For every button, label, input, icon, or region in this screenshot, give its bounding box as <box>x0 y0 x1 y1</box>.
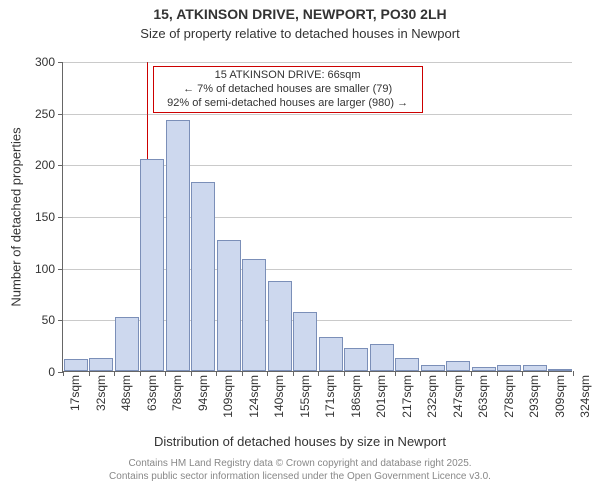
histogram-bar <box>523 365 547 371</box>
x-tick-mark <box>420 371 421 376</box>
chart-subtitle: Size of property relative to detached ho… <box>0 26 600 41</box>
x-tick-mark <box>191 371 192 376</box>
x-tick-mark <box>446 371 447 376</box>
x-tick-label: 94sqm <box>196 375 210 430</box>
y-tick-label: 250 <box>35 107 63 121</box>
x-tick-label: 186sqm <box>349 375 363 430</box>
y-tick-label: 0 <box>48 365 63 379</box>
chart-title: 15, ATKINSON DRIVE, NEWPORT, PO30 2LH <box>0 6 600 22</box>
histogram-bar <box>472 367 496 371</box>
x-tick-label: 309sqm <box>553 375 567 430</box>
histogram-bar <box>64 359 88 371</box>
x-tick-label: 217sqm <box>400 375 414 430</box>
x-tick-mark <box>89 371 90 376</box>
plot-area: 15 ATKINSON DRIVE: 66sqm ← 7% of detache… <box>62 62 572 372</box>
histogram-bar <box>268 281 292 371</box>
histogram-bar <box>344 348 368 371</box>
histogram-bar <box>319 337 343 371</box>
x-tick-mark <box>216 371 217 376</box>
x-tick-label: 293sqm <box>527 375 541 430</box>
y-axis-label: Number of detached properties <box>9 62 24 372</box>
x-tick-label: 324sqm <box>578 375 592 430</box>
histogram-bar <box>446 361 470 371</box>
histogram-bar <box>191 182 215 371</box>
x-tick-mark <box>344 371 345 376</box>
x-tick-mark <box>293 371 294 376</box>
x-tick-label: 17sqm <box>68 375 82 430</box>
histogram-bar <box>217 240 241 371</box>
histogram-bar <box>140 159 164 371</box>
x-tick-label: 232sqm <box>425 375 439 430</box>
y-tick-label: 50 <box>42 313 63 327</box>
x-tick-label: 63sqm <box>145 375 159 430</box>
x-tick-label: 78sqm <box>170 375 184 430</box>
x-tick-label: 32sqm <box>94 375 108 430</box>
attribution-line-1: Contains HM Land Registry data © Crown c… <box>0 458 600 471</box>
x-tick-label: 263sqm <box>476 375 490 430</box>
x-tick-mark <box>369 371 370 376</box>
y-tick-label: 300 <box>35 55 63 69</box>
x-tick-mark <box>165 371 166 376</box>
histogram-bar <box>115 317 139 371</box>
histogram-bar <box>421 365 445 371</box>
histogram-bar <box>293 312 317 371</box>
annotation-line-2: ← 7% of detached houses are smaller (79) <box>160 83 416 97</box>
x-tick-label: 48sqm <box>119 375 133 430</box>
y-gridline <box>63 62 572 63</box>
x-tick-mark <box>140 371 141 376</box>
x-tick-mark <box>318 371 319 376</box>
x-tick-label: 201sqm <box>374 375 388 430</box>
histogram-bar <box>370 344 394 371</box>
x-tick-label: 109sqm <box>221 375 235 430</box>
y-tick-label: 150 <box>35 210 63 224</box>
histogram-bar <box>497 365 521 371</box>
annotation-line-1: 15 ATKINSON DRIVE: 66sqm <box>160 69 416 83</box>
histogram-bar <box>89 358 113 371</box>
x-tick-mark <box>522 371 523 376</box>
x-tick-mark <box>548 371 549 376</box>
y-gridline <box>63 114 572 115</box>
annotation-line-3: 92% of semi-detached houses are larger (… <box>160 97 416 111</box>
x-tick-mark <box>114 371 115 376</box>
x-tick-mark <box>497 371 498 376</box>
attribution: Contains HM Land Registry data © Crown c… <box>0 458 600 483</box>
x-tick-label: 171sqm <box>323 375 337 430</box>
histogram-chart: 15, ATKINSON DRIVE, NEWPORT, PO30 2LH Si… <box>0 0 600 500</box>
x-tick-mark <box>267 371 268 376</box>
x-tick-mark <box>573 371 574 376</box>
x-tick-label: 124sqm <box>247 375 261 430</box>
histogram-bar <box>548 369 572 371</box>
x-tick-mark <box>63 371 64 376</box>
annotation-box: 15 ATKINSON DRIVE: 66sqm ← 7% of detache… <box>153 66 423 113</box>
x-tick-label: 247sqm <box>451 375 465 430</box>
x-axis-label: Distribution of detached houses by size … <box>0 434 600 449</box>
x-tick-label: 140sqm <box>272 375 286 430</box>
x-tick-mark <box>242 371 243 376</box>
y-tick-label: 100 <box>35 262 63 276</box>
x-tick-mark <box>395 371 396 376</box>
x-tick-label: 155sqm <box>298 375 312 430</box>
y-tick-label: 200 <box>35 158 63 172</box>
histogram-bar <box>242 259 266 371</box>
x-tick-label: 278sqm <box>502 375 516 430</box>
attribution-line-2: Contains public sector information licen… <box>0 471 600 484</box>
histogram-bar <box>395 358 419 371</box>
histogram-bar <box>166 120 190 371</box>
x-tick-mark <box>471 371 472 376</box>
